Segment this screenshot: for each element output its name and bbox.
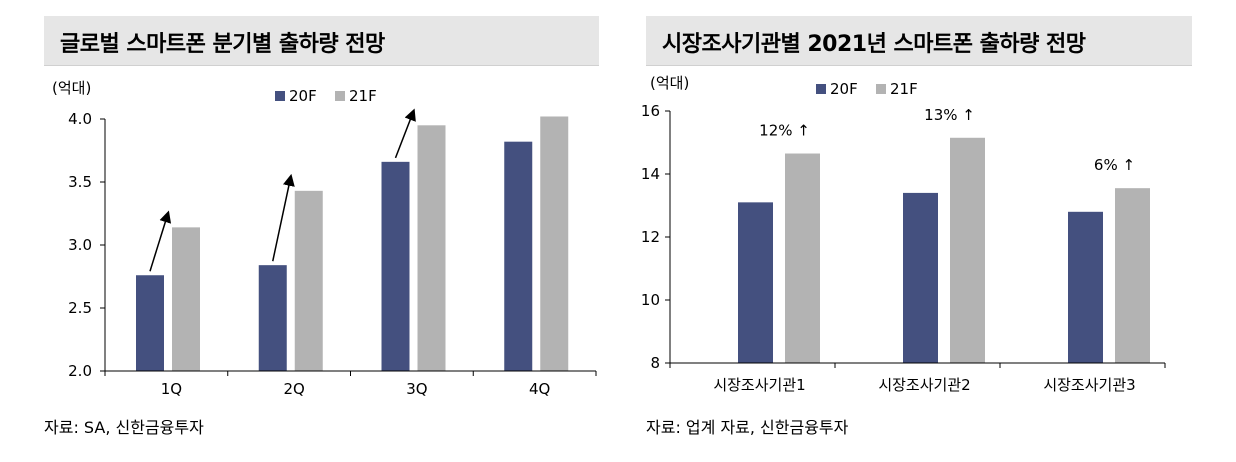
legend-label: 20F <box>289 87 317 105</box>
bar-21F-1Q <box>172 227 200 371</box>
bar-20F-4Q <box>504 141 533 371</box>
bar-20F-2Q <box>258 265 287 371</box>
y-tick-label: 3.0 <box>68 236 92 254</box>
y-tick-label: 2.0 <box>68 362 92 380</box>
legend-swatch <box>335 91 345 101</box>
x-tick-label: 1Q <box>161 380 182 398</box>
y-tick-label: 16 <box>641 102 660 120</box>
y-tick-label: 4.0 <box>68 110 92 128</box>
y-tick-label: 8 <box>650 354 660 372</box>
growth-arrow <box>394 108 416 159</box>
x-tick-label: 시장조사기관3 <box>1043 376 1135 394</box>
legend-swatch <box>816 84 826 94</box>
source-note: 자료: 업계 자료, 신한금융투자 <box>646 418 849 437</box>
bar-20F-3Q <box>381 161 410 371</box>
growth-arrow <box>149 210 172 272</box>
title-bar: 시장조사기관별 2021년 스마트폰 출하량 전망 <box>646 16 1192 66</box>
y-tick-label: 12 <box>641 228 660 246</box>
y-axis-unit: (억대) <box>52 79 91 97</box>
legend-label: 20F <box>830 80 858 98</box>
growth-arrow <box>272 173 295 262</box>
legend-swatch <box>275 91 285 101</box>
y-tick-label: 3.5 <box>68 173 92 191</box>
x-tick-label: 2Q <box>283 380 304 398</box>
quarterly-shipment-chart: (억대) 2.0 2.5 3.0 3.5 4.0 1Q 2Q 3Q 4Q 20F 21F <box>52 79 597 398</box>
bar-21F-시장조사기관1 <box>785 153 820 363</box>
legend-swatch <box>876 84 886 94</box>
growth-annotation: 12% ↑ <box>759 122 810 140</box>
bar-20F-1Q <box>136 275 164 371</box>
source-note: 자료: SA, 신한금융투자 <box>44 418 204 437</box>
bar-21F-3Q <box>417 125 446 371</box>
x-tick-label: 3Q <box>406 380 427 398</box>
bar-20F-시장조사기관2 <box>903 192 938 363</box>
x-tick-label: 시장조사기관2 <box>878 376 970 394</box>
bar-21F-2Q <box>294 190 323 371</box>
chart-panel-research-firms: 시장조사기관별 2021년 스마트폰 출하량 전망 (억대) 8 10 12 14 16 시… <box>632 0 1236 462</box>
bar-20F-시장조사기관3 <box>1068 211 1103 363</box>
y-axis-unit: (억대) <box>650 74 689 92</box>
title-bar: 글로벌 스마트폰 분기별 출하량 전망 <box>44 16 599 66</box>
bar-20F-시장조사기관1 <box>738 202 773 363</box>
growth-annotation: 6% ↑ <box>1094 156 1135 174</box>
x-tick-label: 4Q <box>529 380 550 398</box>
chart-title: 시장조사기관별 2021년 스마트폰 출하량 전망 <box>662 32 1086 57</box>
bar-21F-4Q <box>540 116 569 371</box>
research-firm-shipment-chart: (억대) 8 10 12 14 16 시장조사기관1 시장조사기관2 시장조사기관3 20F 21F… <box>641 74 1166 394</box>
bar-21F-시장조사기관3 <box>1115 188 1150 363</box>
x-tick-label: 시장조사기관1 <box>713 376 805 394</box>
chart-panel-quarterly: 글로벌 스마트폰 분기별 출하량 전망 (억대) 2.0 2.5 3.0 3.5 4.0 1… <box>0 0 605 462</box>
y-tick-label: 10 <box>641 291 660 309</box>
bar-21F-시장조사기관2 <box>950 137 985 363</box>
legend-label: 21F <box>890 80 918 98</box>
chart-title: 글로벌 스마트폰 분기별 출하량 전망 <box>60 32 385 57</box>
y-tick-label: 2.5 <box>68 299 92 317</box>
legend-label: 21F <box>349 87 377 105</box>
growth-annotation: 13% ↑ <box>924 106 975 124</box>
y-tick-label: 14 <box>641 165 660 183</box>
